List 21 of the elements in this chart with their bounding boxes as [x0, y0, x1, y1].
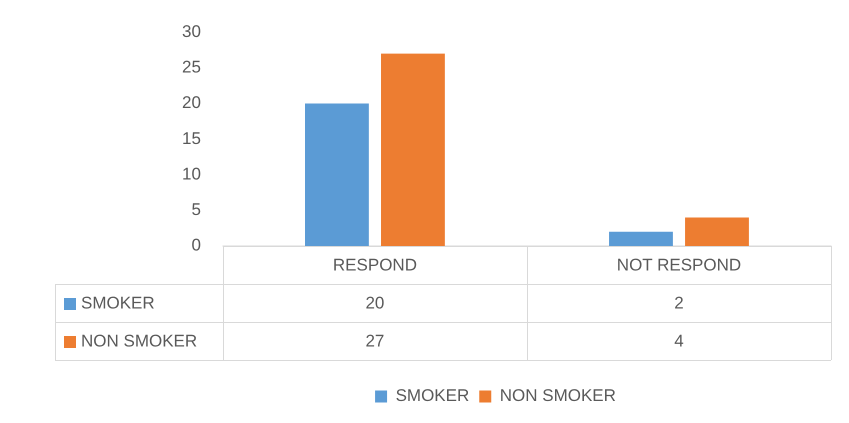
- data-label: 2: [674, 294, 684, 313]
- y-tick-label: 5: [191, 200, 201, 220]
- bar: [381, 54, 445, 246]
- data-label: 4: [674, 332, 684, 351]
- y-tick-label: 0: [191, 236, 201, 255]
- y-tick-label: 15: [182, 128, 201, 148]
- x-tick-label: NOT RESPOND: [616, 256, 742, 275]
- bar: [685, 217, 749, 246]
- y-tick-label: 20: [182, 93, 201, 112]
- y-tick-label: 10: [182, 164, 201, 184]
- data-label: 27: [365, 332, 384, 351]
- x-tick-label: RESPOND: [332, 256, 417, 275]
- y-tick-label: 30: [182, 22, 201, 41]
- y-tick-label: 25: [182, 58, 201, 77]
- legend-label: NON SMOKER: [500, 386, 616, 406]
- bar: [609, 232, 673, 246]
- text: NON SMOKER: [81, 332, 198, 351]
- text: SMOKER: [81, 294, 155, 313]
- legend-label: SMOKER: [396, 386, 470, 406]
- data-label: 20: [365, 294, 384, 313]
- bar: [305, 103, 369, 246]
